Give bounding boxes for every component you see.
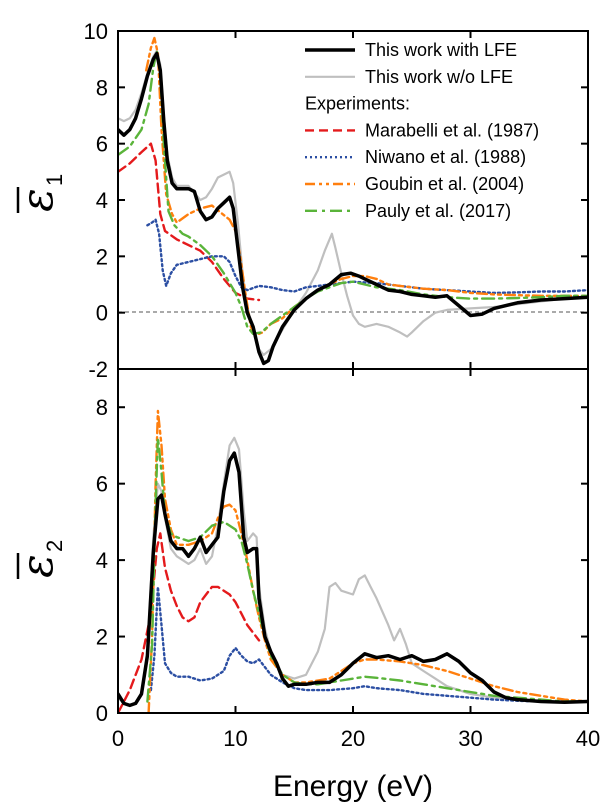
top-y-tick-label: 4 bbox=[96, 188, 108, 213]
top-y-tick-label: 10 bbox=[84, 19, 108, 44]
bottom-ylabel-symbol: ε bbox=[12, 554, 63, 578]
x-tick-label: 40 bbox=[576, 726, 600, 751]
bottom-series-goubin bbox=[147, 409, 588, 713]
legend-label: Niwano et al. (1988) bbox=[365, 147, 526, 167]
top-series-lfe bbox=[118, 51, 588, 366]
top-y-axis: -2 0 2 4 6 8 10 bbox=[84, 19, 588, 382]
bottom-ylabel-subscript: 2 bbox=[42, 540, 67, 552]
bottom-y-tick-label: 2 bbox=[96, 625, 108, 650]
bottom-y-tick-label: 8 bbox=[96, 395, 108, 420]
bottom-y-tick-label: 4 bbox=[96, 548, 108, 573]
x-tick-label: 10 bbox=[223, 726, 247, 751]
top-y-axis-label: ε 1 bbox=[12, 174, 67, 213]
legend-label: This work with LFE bbox=[365, 40, 517, 60]
legend-label: This work w/o LFE bbox=[365, 67, 513, 87]
top-y-tick-label: 0 bbox=[96, 301, 108, 326]
bottom-series-group bbox=[118, 409, 588, 713]
x-tick-label: 0 bbox=[112, 726, 124, 751]
x-axis: 0 10 20 30 40 bbox=[112, 31, 600, 751]
top-series-marabelli bbox=[118, 142, 261, 302]
bottom-y-axis: 0 2 4 6 8 bbox=[96, 395, 588, 726]
bottom-y-axis-label: ε 2 bbox=[12, 540, 67, 579]
top-ylabel-subscript: 1 bbox=[42, 174, 67, 186]
legend-label: Pauly et al. (2017) bbox=[365, 201, 511, 221]
top-series-group bbox=[118, 36, 588, 366]
top-panel: -2 0 2 4 6 8 10 This work with LFE This work w/… bbox=[12, 19, 589, 382]
top-y-tick-label: -2 bbox=[88, 357, 108, 382]
x-tick-label: 30 bbox=[458, 726, 482, 751]
legend: This work with LFE This work w/o LFE Exper… bbox=[305, 40, 539, 221]
top-ylabel-symbol: ε bbox=[12, 188, 63, 212]
top-y-tick-label: 8 bbox=[96, 75, 108, 100]
legend-label: Experiments: bbox=[305, 94, 410, 114]
bottom-y-tick-label: 6 bbox=[96, 472, 108, 497]
x-tick-label: 20 bbox=[341, 726, 365, 751]
top-y-tick-label: 2 bbox=[96, 244, 108, 269]
bottom-y-tick-label: 0 bbox=[96, 701, 108, 726]
legend-label: Marabelli et al. (1987) bbox=[365, 120, 539, 140]
x-axis-label: Energy (eV) bbox=[273, 770, 433, 803]
bottom-series-lfe bbox=[118, 451, 588, 708]
bottom-series-pauly bbox=[146, 436, 588, 703]
legend-label: Goubin et al. (2004) bbox=[365, 174, 524, 194]
top-plot-frame bbox=[117, 30, 589, 370]
bottom-plot-frame bbox=[117, 368, 589, 714]
bottom-series-marabelli bbox=[118, 532, 261, 713]
bottom-series-niwano bbox=[149, 585, 588, 703]
top-y-tick-label: 6 bbox=[96, 132, 108, 157]
